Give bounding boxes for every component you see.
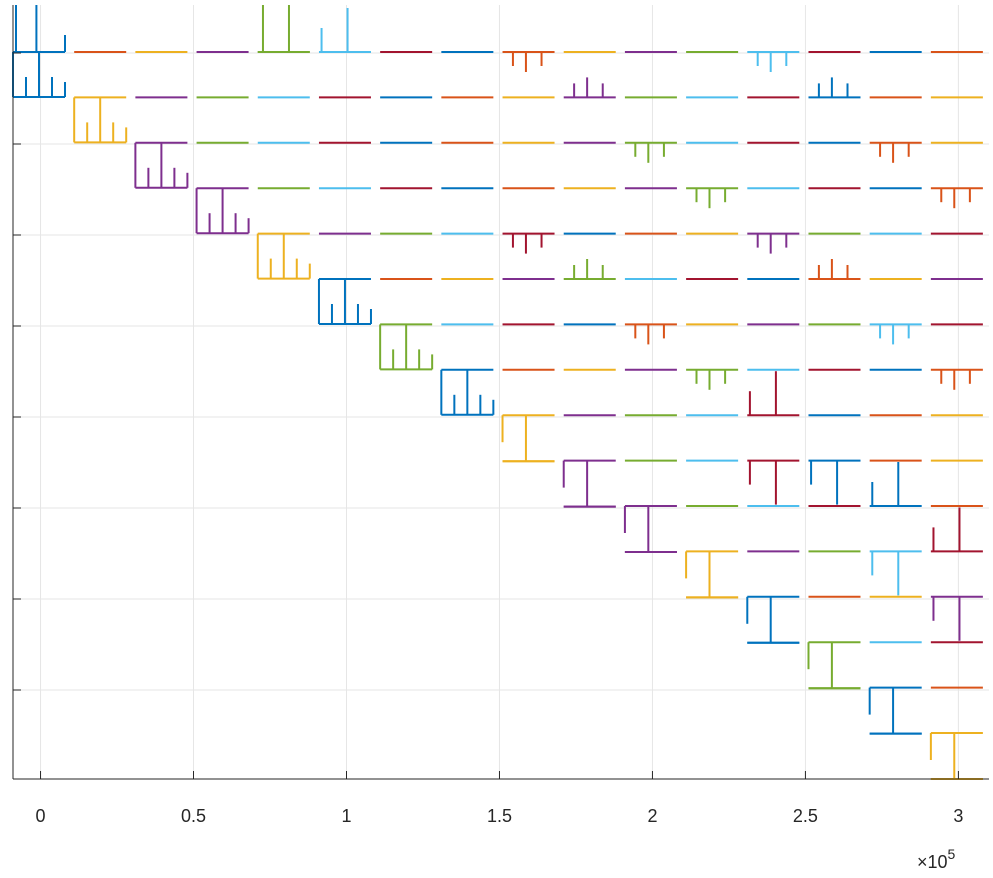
trace-block-5-12 [747,232,800,254]
x-tick-label-4: 2 [647,806,657,826]
x-tick-label-3: 1.5 [487,806,512,826]
trace-block-2-13 [808,77,861,99]
trace-block-10-13 [808,459,861,505]
trace-block-3-10 [624,141,677,163]
trace-block-4-11 [686,187,739,209]
trace-block-1-12 [747,51,800,72]
trace-block-11-10 [623,505,677,553]
trace-block-15-14 [868,686,922,735]
x-tick-labels: 0 0.5 1 1.5 2 2.5 3 [36,806,964,826]
trace-block-12-11 [685,550,739,599]
x-tick-label-1: 0.5 [181,806,206,826]
x-exponent-power: 5 [948,846,956,862]
trace-block-1-5 [318,8,371,53]
trace-block-3-2 [134,141,189,189]
x-exponent-base: ×10 [917,852,948,872]
trace-block-7-6 [379,323,434,371]
trace-block-1-8 [502,51,555,72]
trace-block-12-14 [869,550,922,596]
trace-block-6-9 [563,259,616,280]
trace-blocks [12,5,983,780]
trace-block-8-7 [440,368,495,416]
trace-block-1-0 [12,51,67,98]
x-exponent-label: ×105 [917,846,956,872]
trace-block-7-14 [869,323,922,345]
x-tick-label-6: 3 [953,806,963,826]
grid-lines [13,5,989,779]
trace-block-4-3 [195,187,250,235]
trace-block-13-15 [930,595,983,641]
trace-block-10-9 [562,459,616,508]
trace-block-8-15 [930,368,983,390]
trace-block-4-15 [930,187,983,209]
axes [12,5,989,780]
trace-block-3-14 [869,141,922,163]
trace-block-13-12 [746,595,800,644]
trace-block-5-4 [256,232,311,280]
trace-block-2-9 [563,77,616,99]
trace-block-14-13 [807,641,861,690]
trace-block-0-4 [257,5,310,53]
trace-block-9-12 [747,371,800,417]
trace-block-5-8 [502,232,555,254]
trace-block-11-14 [869,462,922,507]
trace-block-9-8 [501,414,555,463]
trace-block-6-5 [317,278,372,325]
trace-block-0-0 [13,5,67,53]
trace-block-12-15 [930,507,983,553]
trace-block-8-11 [686,368,739,390]
trace-block-10-12 [747,459,800,505]
trace-block-16-15 [929,732,983,780]
trace-block-7-10 [624,323,677,345]
x-tick-label-5: 2.5 [793,806,818,826]
x-tick-label-2: 1 [341,806,351,826]
trace-block-6-13 [808,259,861,280]
trace-block-2-1 [73,96,128,144]
x-tick-label-0: 0 [36,806,46,826]
